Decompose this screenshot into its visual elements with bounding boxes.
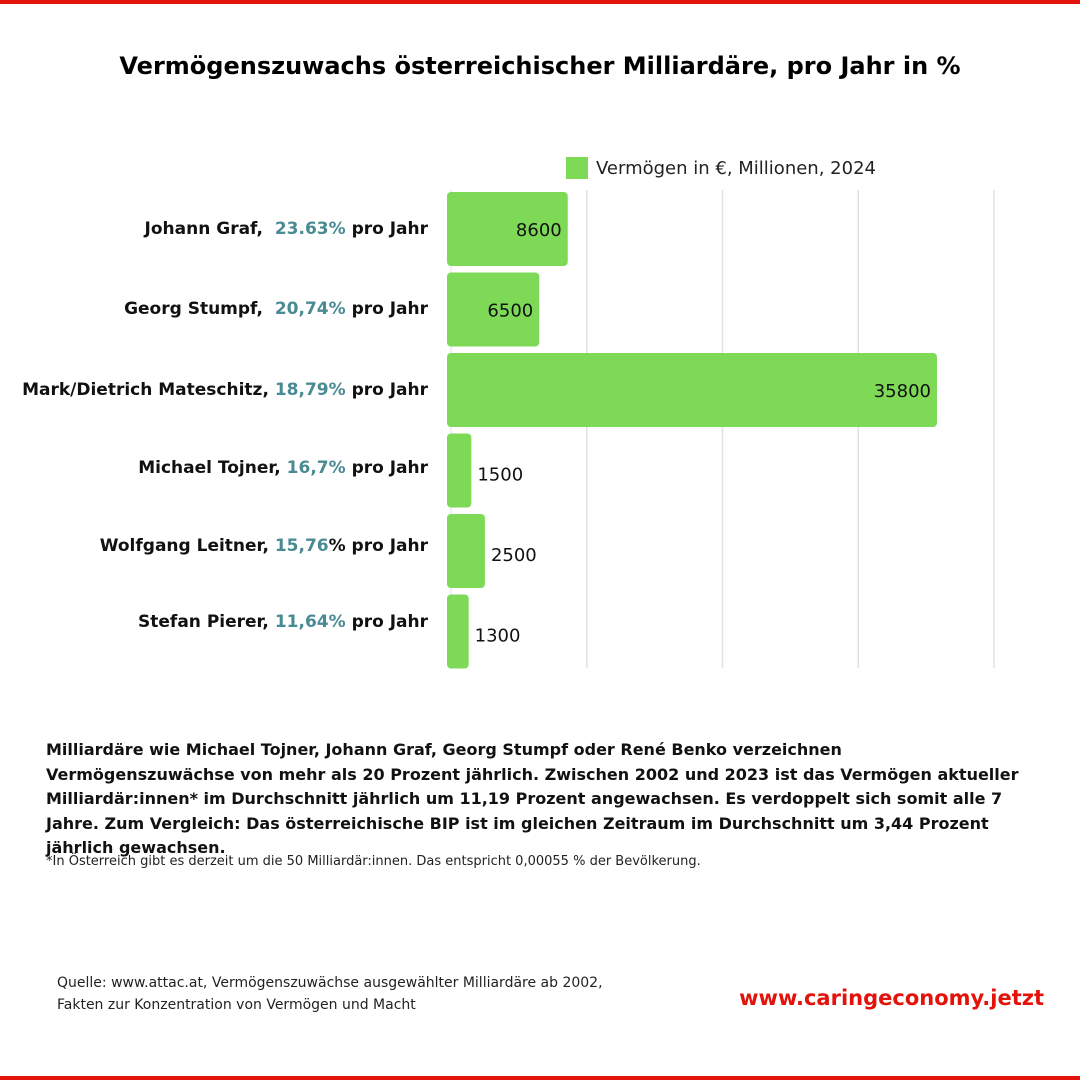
row-suffix: pro Jahr (351, 612, 428, 632)
row-label: Georg Stumpf, 20,74% pro Jahr (8, 298, 428, 320)
legend-label: Vermögen in €, Millionen, 2024 (596, 157, 876, 179)
row-name: Wolfgang Leitner, (99, 536, 269, 556)
bottom-red-rule (0, 1076, 1080, 1080)
row-label: Mark/Dietrich Mateschitz, 18,79% pro Jah… (8, 379, 428, 401)
row-suffix: pro Jahr (351, 380, 428, 400)
row-pct: 16,7% (286, 458, 346, 478)
bar-value-label: 1500 (477, 465, 523, 486)
row-label: Johann Graf, 23.63% pro Jahr (8, 218, 428, 240)
bar (447, 594, 469, 669)
body-paragraph: Milliardäre wie Michael Tojner, Johann G… (46, 740, 1019, 857)
footnote: *In Österreich gibt es derzeit um die 50… (46, 854, 701, 869)
bar-chart: 8600 6500 35800 1500 2500 1300 (447, 190, 995, 669)
bar (447, 514, 485, 588)
row-pct: 18,79% (274, 380, 346, 400)
row-suffix: pro Jahr (351, 219, 428, 239)
row-suffix: pro Jahr (351, 299, 428, 319)
bar-value-label: 8600 (516, 220, 562, 241)
row-pct: 20,74% (274, 299, 346, 319)
row-label: Stefan Pierer, 11,64% pro Jahr (8, 611, 428, 633)
row-name: Michael Tojner, (138, 458, 281, 478)
bar-value-label: 35800 (874, 381, 931, 402)
row-name: Mark/Dietrich Mateschitz, (22, 380, 269, 400)
row-label: Michael Tojner, 16,7% pro Jahr (8, 457, 428, 479)
bar (447, 192, 568, 266)
bar-value-label: 1300 (475, 626, 521, 647)
chart-title: Vermögenszuwachs österreichischer Millia… (119, 52, 961, 80)
bar-value-label: 2500 (491, 545, 537, 566)
legend-swatch (566, 157, 588, 179)
row-label: Wolfgang Leitner, 15,76% pro Jahr (8, 535, 428, 557)
row-suffix: pro Jahr (351, 458, 428, 478)
bar-value-label: 6500 (487, 301, 533, 322)
legend: Vermögen in €, Millionen, 2024 (566, 156, 876, 180)
source-line-1: Quelle: www.attac.at, Vermögenszuwächse … (57, 975, 603, 991)
source-line-2: Fakten zur Konzentration von Vermögen un… (57, 997, 416, 1013)
row-pct: 11,64% (274, 612, 346, 632)
top-red-rule (0, 0, 1080, 4)
bar-value-labels: 8600 6500 35800 1500 2500 1300 (475, 220, 931, 647)
row-name: Georg Stumpf, (124, 299, 263, 319)
bars (447, 192, 937, 669)
bar (447, 272, 540, 347)
row-name: Johann Graf, (144, 219, 263, 239)
row-name: Stefan Pierer, (138, 612, 269, 632)
row-suffix: % pro Jahr (328, 536, 428, 556)
row-pct: 23.63% (274, 219, 346, 239)
row-pct: 15,76 (274, 536, 329, 556)
bar (447, 353, 937, 427)
grid-lines (450, 190, 995, 668)
website-link[interactable]: www.caringeconomy.jetzt (739, 986, 1044, 1010)
bar (447, 433, 472, 508)
source-note: Quelle: www.attac.at, Vermögenszuwächse … (57, 972, 677, 1016)
